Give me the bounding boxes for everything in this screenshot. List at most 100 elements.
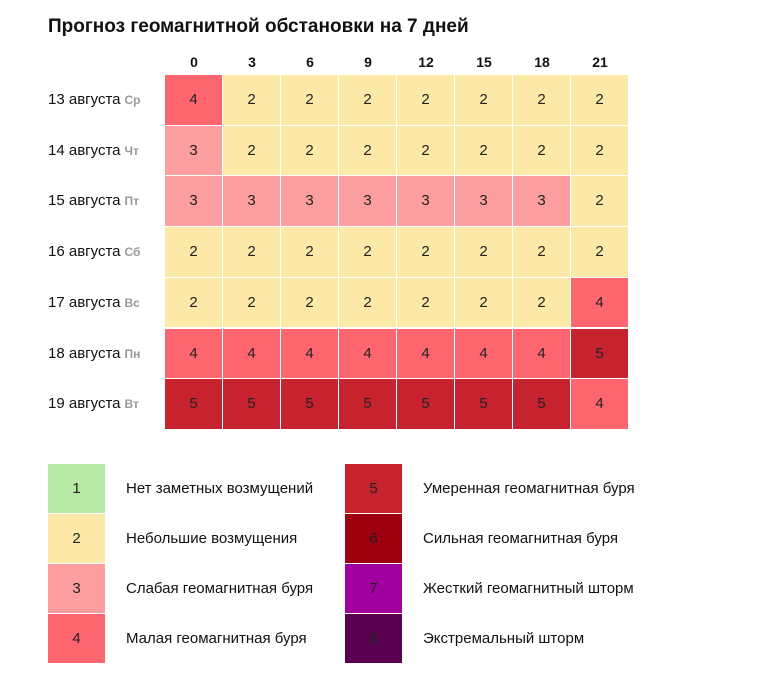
cell: 4: [513, 328, 571, 380]
cell: 2: [281, 277, 339, 329]
legend-swatch: 6: [345, 514, 403, 564]
cell: 5: [397, 379, 455, 430]
cell: 2: [339, 75, 397, 126]
cell: 2: [571, 75, 629, 126]
cell: 3: [455, 176, 513, 228]
cell: 4: [339, 328, 397, 380]
row-label: 13 августа Ср: [48, 75, 141, 125]
legend-swatch: 2: [48, 514, 106, 564]
cell: 2: [397, 125, 455, 177]
legend-label: Экстремальный шторм: [423, 630, 585, 647]
column-header: 0: [190, 54, 198, 70]
cell: 2: [339, 277, 397, 329]
date: 19 августа: [48, 395, 121, 413]
cell: 3: [281, 176, 339, 228]
legend-swatch: 3: [48, 564, 106, 614]
legend-swatch: 8: [345, 614, 403, 664]
title: Прогноз геомагнитной обстановки на 7 дне…: [48, 16, 469, 37]
cell: 3: [223, 176, 281, 228]
cell: 5: [165, 379, 223, 430]
cell: 2: [397, 277, 455, 329]
row-label: 16 августа Сб: [48, 227, 140, 277]
cell: 5: [571, 328, 629, 380]
date: 18 августа: [48, 344, 121, 362]
cell: 2: [223, 277, 281, 329]
cell: 4: [397, 328, 455, 380]
column-header: 21: [592, 54, 608, 70]
weekday: Пн: [124, 346, 141, 361]
cell: 2: [455, 227, 513, 278]
column-header: 9: [364, 54, 372, 70]
legend-label: Нет заметных возмущений: [126, 480, 314, 497]
cell: 3: [339, 176, 397, 228]
cell: 4: [165, 328, 223, 380]
date: 16 августа: [48, 243, 121, 261]
row-label: 14 августа Чт: [48, 126, 139, 176]
cell: 2: [223, 125, 281, 177]
cell: 2: [397, 75, 455, 126]
cell: 4: [571, 277, 629, 329]
cell: 2: [165, 277, 223, 329]
legend-label: Слабая геомагнитная буря: [126, 580, 314, 597]
cell: 2: [513, 75, 571, 126]
column-header: 15: [476, 54, 492, 70]
cell: 2: [339, 227, 397, 278]
column-header: 12: [418, 54, 434, 70]
cell: 5: [455, 379, 513, 430]
legend-swatch: 7: [345, 564, 403, 614]
legend-label: Небольшие возмущения: [126, 530, 298, 547]
cell: 2: [455, 125, 513, 177]
cell: 4: [165, 75, 223, 126]
cell: 5: [513, 379, 571, 430]
column-header: 6: [306, 54, 314, 70]
cell: 2: [165, 227, 223, 278]
cell: 2: [281, 75, 339, 126]
cell: 2: [397, 227, 455, 278]
cell: 2: [223, 75, 281, 126]
weekday: Вс: [124, 295, 140, 310]
cell: 2: [571, 176, 629, 228]
cell: 2: [455, 277, 513, 329]
weekday: Пт: [124, 194, 140, 209]
date: 13 августа: [48, 91, 121, 108]
column-header: 18: [534, 54, 550, 70]
cell: 5: [223, 379, 281, 430]
legend-swatch: 1: [48, 464, 106, 514]
cell: 2: [455, 75, 513, 126]
cell: 2: [571, 227, 629, 278]
cell: 4: [455, 328, 513, 380]
date: 14 августа: [48, 141, 121, 159]
column-header: 3: [248, 54, 256, 70]
weekday: Ср: [124, 93, 141, 107]
cell: 2: [281, 125, 339, 177]
row-label: 15 августа Пт: [48, 176, 139, 226]
row-label: 17 августа Вс: [48, 278, 140, 328]
legend-label: Сильная геомагнитная буря: [423, 530, 618, 547]
legend-label: Малая геомагнитная буря: [126, 630, 307, 647]
cell: 3: [165, 125, 223, 177]
cell: 5: [281, 379, 339, 430]
weekday: Чт: [124, 143, 139, 158]
cell: 4: [571, 379, 629, 430]
cell: 2: [223, 227, 281, 278]
cell: 2: [339, 125, 397, 177]
cell: 2: [513, 277, 571, 329]
cell: 5: [339, 379, 397, 430]
legend-swatch: 5: [345, 464, 403, 514]
cell: 2: [513, 227, 571, 278]
weekday: Вт: [124, 397, 139, 412]
row-label: 18 августа Пн: [48, 329, 140, 379]
cell: 2: [513, 125, 571, 177]
date: 17 августа: [48, 293, 121, 311]
cell: 4: [281, 328, 339, 380]
cell: 2: [571, 125, 629, 177]
legend-label: Жесткий геомагнитный шторм: [423, 580, 634, 597]
cell: 3: [165, 176, 223, 228]
legend-label: Умеренная геомагнитная буря: [423, 480, 635, 497]
legend-swatch: 4: [48, 614, 106, 664]
weekday: Сб: [124, 245, 141, 260]
cell: 4: [223, 328, 281, 380]
cell: 2: [281, 227, 339, 278]
cell: 3: [513, 176, 571, 228]
